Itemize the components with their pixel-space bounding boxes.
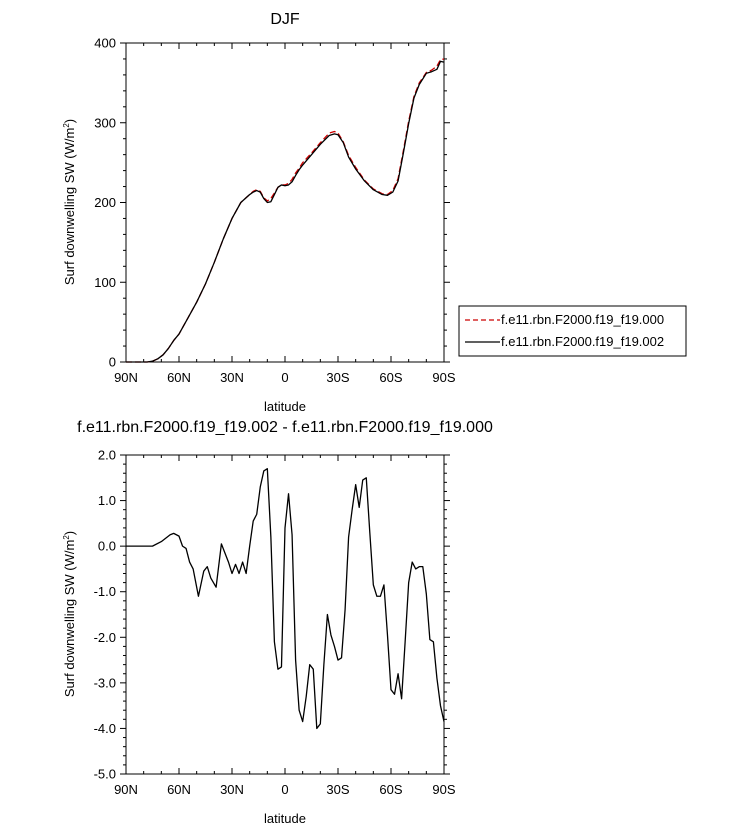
bottom-axis-ticks: 90N 60N 30N 0 30S 60S 90S -5.0 -4.0 -3.0 -2.0 -1.0 0… bbox=[94, 448, 456, 798]
bottom-y-tick-label: -2.0 bbox=[94, 630, 116, 645]
bottom-y-tick-label: 2.0 bbox=[98, 448, 116, 463]
legend-label-series-1: f.e11.rbn.F2000.f19_f19.002 bbox=[501, 334, 664, 349]
bottom-x-tick-label: 60S bbox=[379, 782, 402, 797]
bottom-y-axis-label-main: Surf downwelling SW (W/m bbox=[62, 540, 77, 697]
bottom-y-tick-label: 0.0 bbox=[98, 539, 116, 554]
top-series-line-0 bbox=[126, 58, 445, 363]
top-y-axis-label-sup: 2 bbox=[62, 123, 71, 128]
bottom-y-axis-label-end: ) bbox=[62, 531, 77, 535]
top-plot-frame bbox=[125, 42, 445, 363]
top-y-axis-label: Surf downwelling SW (W/m2) bbox=[62, 119, 77, 285]
bottom-chart-title: f.e11.rbn.F2000.f19_f19.002 - f.e11.rbn.… bbox=[77, 419, 493, 436]
top-x-tick-label: 30S bbox=[326, 370, 349, 385]
bottom-y-tick-label: -4.0 bbox=[94, 721, 116, 736]
bottom-x-tick-label: 90N bbox=[114, 782, 138, 797]
bottom-y-tick-label: -5.0 bbox=[94, 767, 116, 782]
top-x-tick-label: 90S bbox=[432, 370, 455, 385]
top-x-tick-label: 60N bbox=[167, 370, 191, 385]
top-axis-ticks: 90N 60N 30N 0 30S 60S 90S 0 100 200 300 400 bbox=[94, 36, 456, 386]
top-series-line-1 bbox=[126, 60, 445, 363]
bottom-y-tick-label: 1.0 bbox=[98, 493, 116, 508]
top-y-tick-label: 0 bbox=[109, 355, 116, 370]
bottom-x-axis-label: latitude bbox=[264, 811, 306, 826]
top-y-tick-label: 200 bbox=[94, 195, 116, 210]
bottom-x-tick-label: 60N bbox=[167, 782, 191, 797]
legend: f.e11.rbn.F2000.f19_f19.000 f.e11.rbn.F2… bbox=[458, 305, 687, 357]
bottom-y-axis-label: Surf downwelling SW (W/m2) bbox=[62, 531, 77, 697]
bottom-x-tick-label: 0 bbox=[281, 782, 288, 797]
bottom-chart: f.e11.rbn.F2000.f19_f19.002 - f.e11.rbn.… bbox=[62, 419, 493, 826]
bottom-plot-frame bbox=[125, 454, 445, 775]
bottom-x-tick-label: 30S bbox=[326, 782, 349, 797]
top-series-layer bbox=[126, 58, 445, 363]
top-y-tick-label: 300 bbox=[94, 115, 116, 130]
legend-label-series-0: f.e11.rbn.F2000.f19_f19.000 bbox=[501, 312, 664, 327]
top-y-tick-label: 400 bbox=[94, 36, 116, 51]
top-y-tick-label: 100 bbox=[94, 275, 116, 290]
top-x-tick-label: 0 bbox=[281, 370, 288, 385]
top-x-axis-label: latitude bbox=[264, 399, 306, 414]
bottom-series-line-0 bbox=[126, 468, 445, 730]
top-x-tick-label: 90N bbox=[114, 370, 138, 385]
bottom-series-layer bbox=[126, 468, 445, 730]
top-chart-title: DJF bbox=[270, 11, 300, 28]
bottom-x-tick-label: 30N bbox=[220, 782, 244, 797]
bottom-y-tick-label: -1.0 bbox=[94, 584, 116, 599]
top-y-axis-label-end: ) bbox=[62, 119, 77, 123]
top-x-tick-label: 60S bbox=[379, 370, 402, 385]
bottom-x-tick-label: 90S bbox=[432, 782, 455, 797]
top-x-tick-label: 30N bbox=[220, 370, 244, 385]
bottom-y-axis-label-sup: 2 bbox=[62, 535, 71, 540]
bottom-y-tick-label: -3.0 bbox=[94, 675, 116, 690]
legend-box bbox=[458, 305, 687, 357]
top-chart: DJF 90N 60N 30N 0 30S 60S 90S 0 100 200 300 400 lat… bbox=[62, 11, 456, 414]
top-y-axis-label-main: Surf downwelling SW (W/m bbox=[62, 128, 77, 285]
